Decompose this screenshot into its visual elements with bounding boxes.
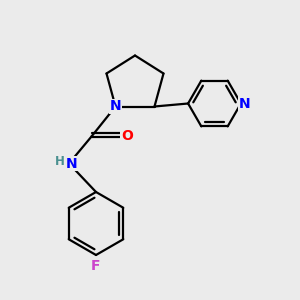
Text: N: N xyxy=(110,100,121,113)
Text: O: O xyxy=(121,130,133,143)
Text: N: N xyxy=(66,157,77,170)
Text: F: F xyxy=(91,259,101,272)
Text: N: N xyxy=(239,97,250,110)
Text: H: H xyxy=(55,154,65,168)
